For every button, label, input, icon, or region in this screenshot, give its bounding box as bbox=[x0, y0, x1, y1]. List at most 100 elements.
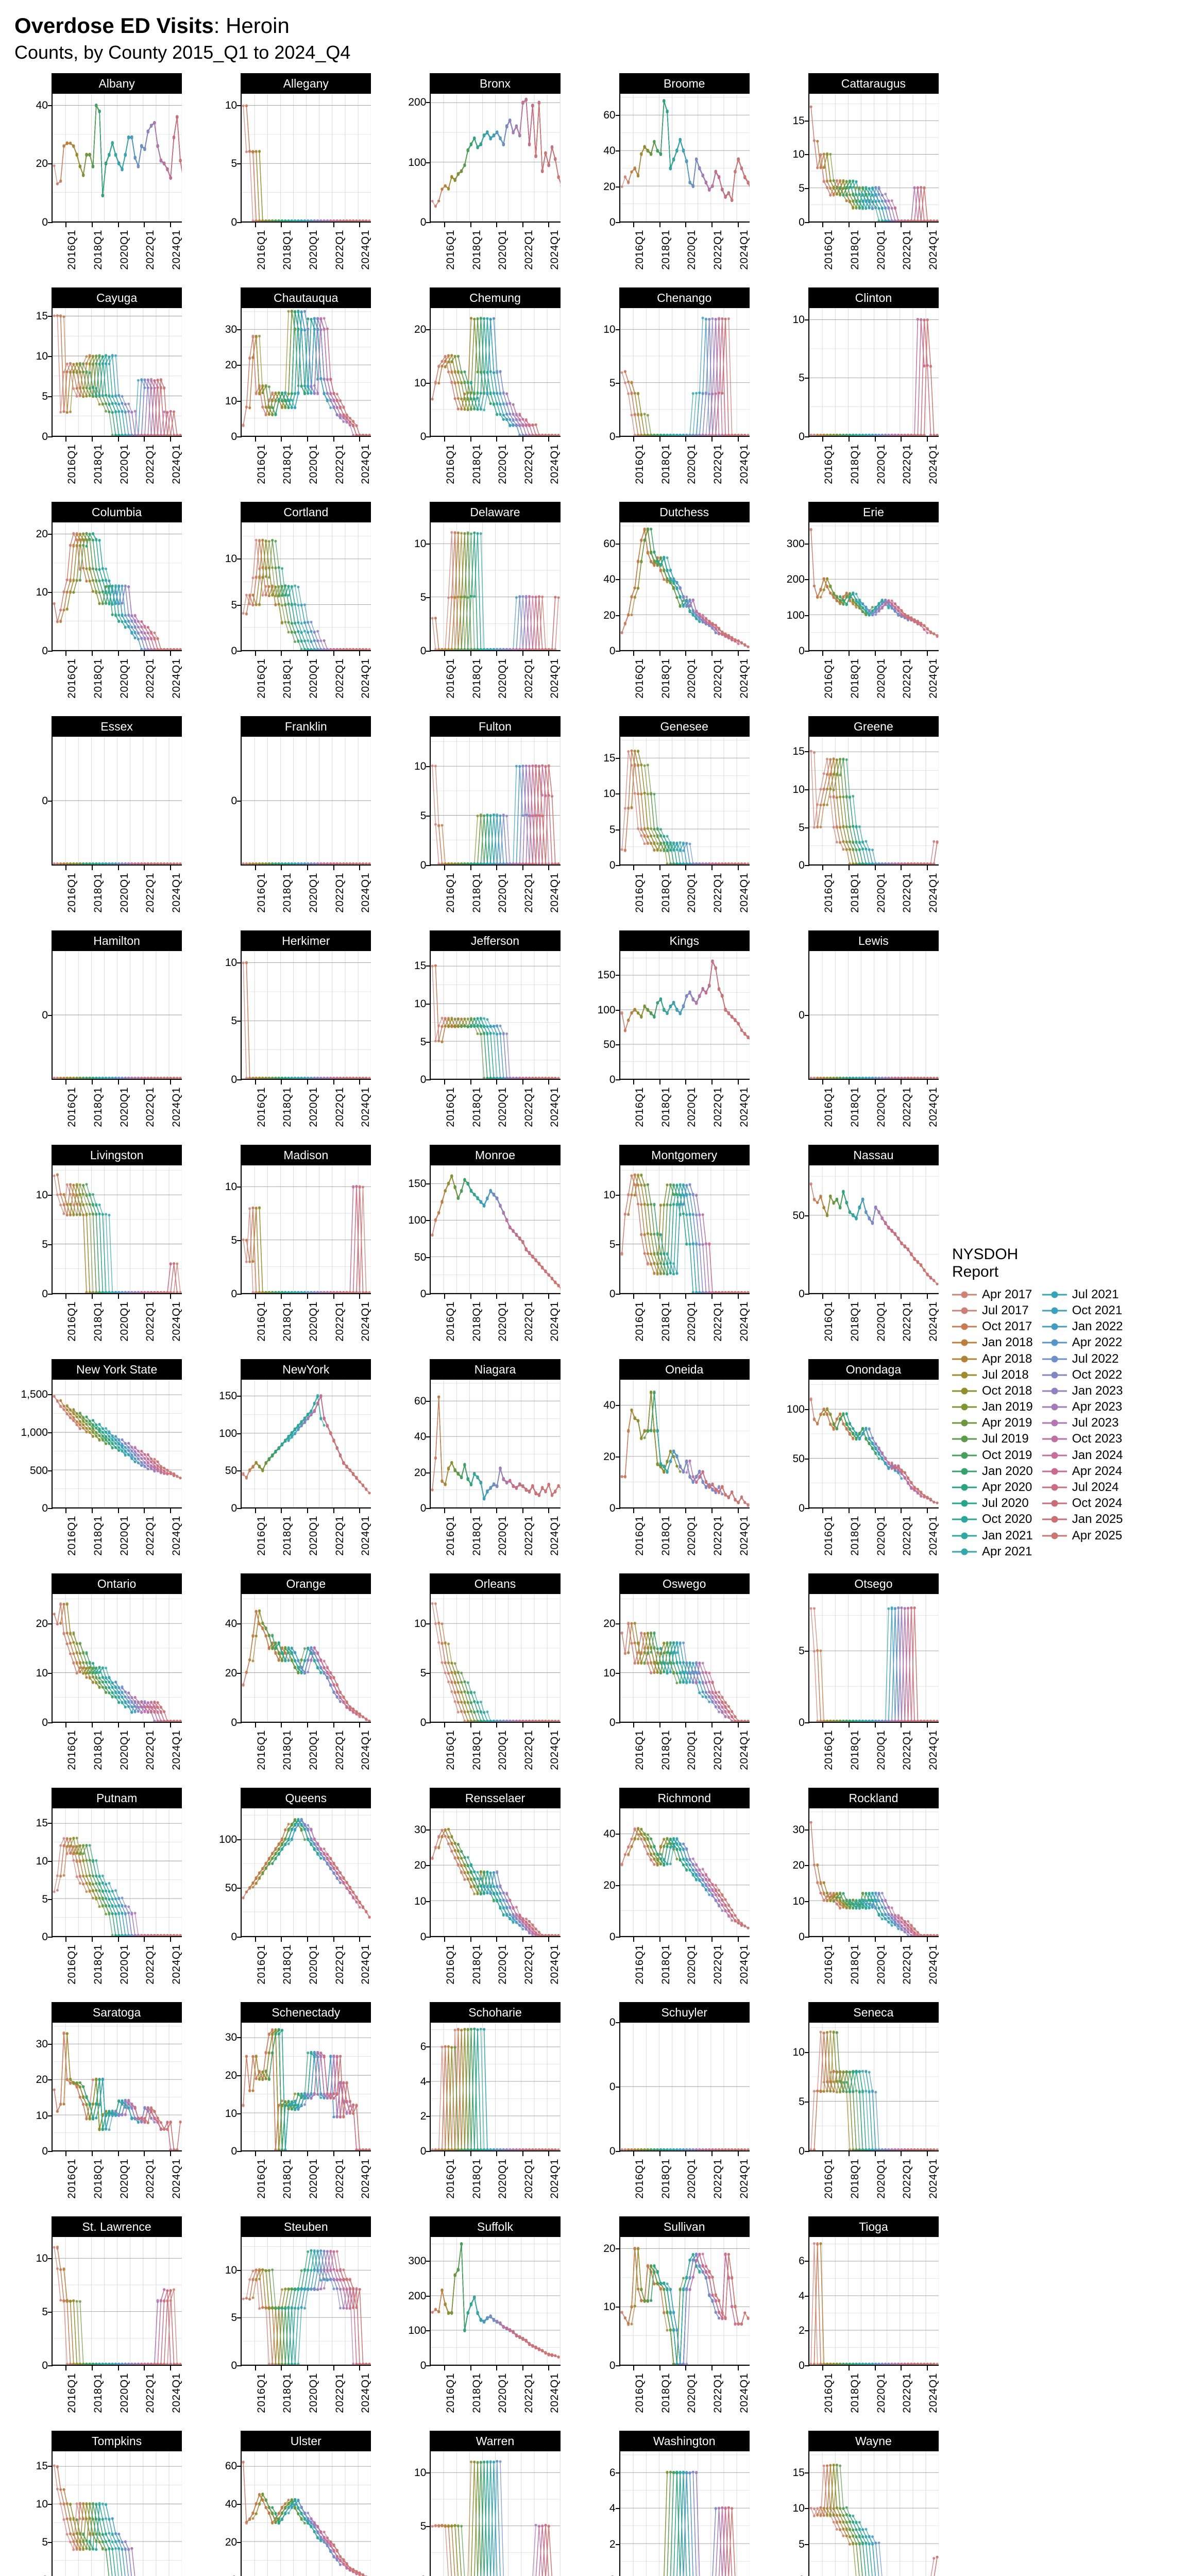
legend-item[interactable]: Jan 2023 bbox=[1042, 1383, 1123, 1399]
legend-item[interactable]: Jul 2023 bbox=[1042, 1415, 1123, 1431]
legend-item[interactable]: Jan 2019 bbox=[952, 1399, 1033, 1415]
legend-item[interactable]: Jul 2021 bbox=[1042, 1286, 1123, 1302]
y-axis-tick bbox=[616, 1405, 620, 1406]
x-axis-label: 2024Q1 bbox=[360, 1516, 372, 1556]
y-axis-tick bbox=[237, 2270, 242, 2271]
y-axis-tick bbox=[48, 2079, 53, 2080]
x-axis-label: 2022Q1 bbox=[712, 1301, 724, 1342]
legend-item[interactable]: Jul 2018 bbox=[952, 1367, 1033, 1383]
x-axis-label: 2016Q1 bbox=[66, 2159, 78, 2199]
y-axis-tick bbox=[426, 1829, 431, 1831]
legend-key-icon bbox=[1042, 1482, 1067, 1493]
legend-item[interactable]: Apr 2022 bbox=[1042, 1335, 1123, 1351]
x-axis-label: 2024Q1 bbox=[360, 230, 372, 270]
x-axis-label: 2022Q1 bbox=[523, 1516, 535, 1556]
facet-cell: Chenango 0 5 10 2016Q1 2018Q1 2020Q1 2022Q1 2024… bbox=[570, 287, 759, 502]
legend-item[interactable]: Apr 2019 bbox=[952, 1415, 1033, 1431]
facet-cell: Suffolk 0 100 200 300 2016Q1 2018Q1 2020Q1 2022Q… bbox=[380, 2216, 569, 2431]
legend-item[interactable]: Jan 2025 bbox=[1042, 1512, 1123, 1528]
x-axis-tick bbox=[849, 1294, 850, 1299]
x-axis: 2016Q1 2018Q1 2020Q1 2022Q1 2024Q1 bbox=[430, 223, 560, 287]
x-axis-label: 2016Q1 bbox=[823, 1730, 835, 1770]
legend-item[interactable]: Jan 2024 bbox=[1042, 1447, 1123, 1463]
legend-key-icon bbox=[952, 1547, 977, 1557]
legend-item[interactable]: Apr 2017 bbox=[952, 1286, 1033, 1302]
legend-item[interactable]: Apr 2020 bbox=[952, 1479, 1033, 1495]
x-axis-tick bbox=[659, 1080, 660, 1084]
facet-title: Greene bbox=[808, 716, 939, 737]
x-axis-label: 2022Q1 bbox=[712, 1087, 724, 1127]
legend-item[interactable]: Jul 2017 bbox=[952, 1302, 1033, 1318]
facet-cell: Montgomery 0 5 10 2016Q1 2018Q1 2020Q1 2022Q1 20… bbox=[570, 1145, 759, 1359]
facet-title: Tompkins bbox=[52, 2431, 182, 2451]
x-axis-tick bbox=[822, 2151, 823, 2156]
x-axis-tick bbox=[927, 1937, 928, 1942]
x-axis-label: 2020Q1 bbox=[686, 444, 698, 484]
plot-area bbox=[620, 2451, 750, 2576]
y-axis-label: 2 bbox=[799, 2325, 805, 2337]
legend-key-icon bbox=[952, 1386, 977, 1396]
y-axis-tick bbox=[237, 1888, 242, 1889]
legend-item[interactable]: Jul 2020 bbox=[952, 1496, 1033, 1512]
x-axis-label: 2022Q1 bbox=[144, 1944, 157, 1985]
legend-item[interactable]: Apr 2025 bbox=[1042, 1528, 1123, 1544]
y-axis-label: 20 bbox=[36, 1618, 48, 1630]
y-axis-label: 300 bbox=[408, 2255, 426, 2267]
x-axis-label: 2016Q1 bbox=[823, 1516, 835, 1556]
x-axis-tick bbox=[659, 651, 660, 656]
y-axis-label: 15 bbox=[36, 2460, 48, 2472]
legend-item[interactable]: Oct 2022 bbox=[1042, 1367, 1123, 1383]
x-axis-label: 2024Q1 bbox=[927, 658, 940, 699]
x-axis: 2016Q1 2018Q1 2020Q1 2022Q1 2024Q1 bbox=[808, 651, 939, 716]
x-axis-label: 2024Q1 bbox=[549, 2373, 561, 2413]
x-axis-label: 2016Q1 bbox=[634, 1516, 646, 1556]
legend-item[interactable]: Oct 2023 bbox=[1042, 1431, 1123, 1447]
legend-item[interactable]: Apr 2018 bbox=[952, 1351, 1033, 1367]
legend-item[interactable]: Oct 2020 bbox=[952, 1512, 1033, 1528]
x-axis-label: 2020Q1 bbox=[686, 1301, 698, 1342]
x-axis-tick bbox=[548, 223, 549, 227]
legend-item[interactable]: Oct 2021 bbox=[1042, 1302, 1123, 1318]
legend-key-icon bbox=[1042, 1402, 1067, 1412]
legend-item[interactable]: Oct 2018 bbox=[952, 1383, 1033, 1399]
legend-item[interactable]: Jan 2018 bbox=[952, 1335, 1033, 1351]
x-axis-tick bbox=[333, 1080, 334, 1084]
facet-cell: Rockland 0 10 20 30 2016Q1 2018Q1 2020Q1 2022Q1 2… bbox=[759, 1788, 948, 2002]
legend-item[interactable]: Apr 2021 bbox=[952, 1544, 1033, 1560]
facet-panel: Orleans 0 5 10 2016Q1 2018Q1 2020Q1 2022Q1 2024Q… bbox=[380, 1573, 569, 1788]
y-axis-tick bbox=[426, 2472, 431, 2473]
legend-item[interactable]: Jul 2024 bbox=[1042, 1479, 1123, 1495]
legend-item[interactable]: Apr 2023 bbox=[1042, 1399, 1123, 1415]
facet-cell: Steuben 0 5 10 2016Q1 2018Q1 2020Q1 2022Q1 2024Q… bbox=[191, 2216, 380, 2431]
x-axis-label: 2018Q1 bbox=[471, 1944, 483, 1985]
plot-body: 0 10 20 30 bbox=[52, 2023, 182, 2151]
y-axis-label: 10 bbox=[792, 1895, 804, 1908]
legend-item[interactable]: Jul 2019 bbox=[952, 1431, 1033, 1447]
legend-item[interactable]: Oct 2017 bbox=[952, 1319, 1033, 1335]
facet-panel: Warren05102016Q12018Q12020Q12022Q12024Q1 bbox=[380, 2431, 569, 2576]
legend-key-icon bbox=[952, 1450, 977, 1461]
y-axis-label: 5 bbox=[799, 822, 805, 834]
legend-item[interactable]: Jan 2020 bbox=[952, 1463, 1033, 1479]
legend-item[interactable]: Oct 2024 bbox=[1042, 1496, 1123, 1512]
legend-item[interactable]: Apr 2024 bbox=[1042, 1463, 1123, 1479]
legend-item[interactable]: Oct 2019 bbox=[952, 1447, 1033, 1463]
x-axis-label: 2020Q1 bbox=[875, 2373, 888, 2413]
x-axis-label: 2016Q1 bbox=[445, 873, 457, 913]
x-axis-label: 2018Q1 bbox=[281, 230, 294, 270]
facet-cell: Herkimer 0 5 10 2016Q1 2018Q1 2020Q1 2022Q1 2024… bbox=[191, 930, 380, 1145]
x-axis-label: 2018Q1 bbox=[660, 1087, 672, 1127]
legend-item[interactable]: Jan 2022 bbox=[1042, 1319, 1123, 1335]
x-axis-tick bbox=[92, 437, 93, 442]
y-axis-label: 6 bbox=[609, 2467, 616, 2479]
x-axis-label: 2016Q1 bbox=[256, 2373, 268, 2413]
legend-item[interactable]: Jan 2021 bbox=[952, 1528, 1033, 1544]
x-axis: 2016Q1 2018Q1 2020Q1 2022Q1 2024Q1 bbox=[808, 866, 939, 930]
x-axis-tick bbox=[738, 1723, 739, 1727]
legend-item[interactable]: Jul 2022 bbox=[1042, 1351, 1123, 1367]
y-axis-tick bbox=[426, 544, 431, 545]
y-axis-tick bbox=[616, 150, 620, 151]
plot-body: 0 10 20 30 bbox=[808, 1808, 939, 1937]
